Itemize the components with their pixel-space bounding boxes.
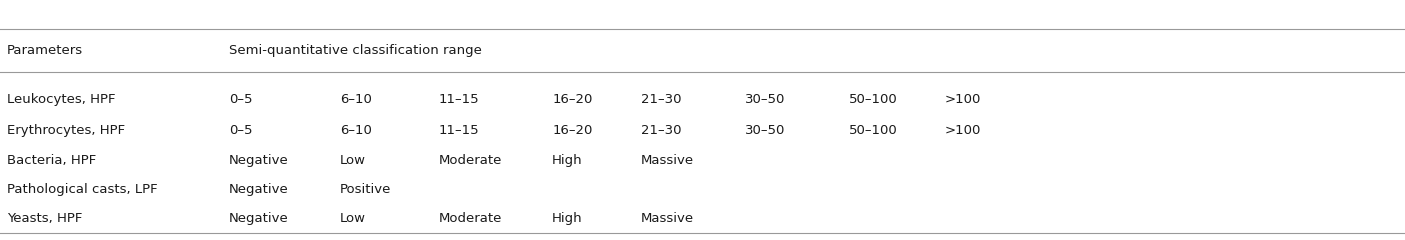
Text: High: High xyxy=(552,212,583,225)
Text: >100: >100 xyxy=(944,124,981,137)
Text: Low: Low xyxy=(340,212,367,225)
Text: Massive: Massive xyxy=(641,212,694,225)
Text: 6–10: 6–10 xyxy=(340,93,372,106)
Text: Moderate: Moderate xyxy=(438,154,502,167)
Text: Leukocytes, HPF: Leukocytes, HPF xyxy=(7,93,115,106)
Text: High: High xyxy=(552,154,583,167)
Text: 50–100: 50–100 xyxy=(849,93,898,106)
Text: Bacteria, HPF: Bacteria, HPF xyxy=(7,154,97,167)
Text: Erythrocytes, HPF: Erythrocytes, HPF xyxy=(7,124,125,137)
Text: >100: >100 xyxy=(944,93,981,106)
Text: Massive: Massive xyxy=(641,154,694,167)
Text: Pathological casts, LPF: Pathological casts, LPF xyxy=(7,183,157,196)
Text: Semi-quantitative classification range: Semi-quantitative classification range xyxy=(229,44,482,57)
Text: Moderate: Moderate xyxy=(438,212,502,225)
Text: 11–15: 11–15 xyxy=(438,93,479,106)
Text: 50–100: 50–100 xyxy=(849,124,898,137)
Text: Negative: Negative xyxy=(229,183,289,196)
Text: 30–50: 30–50 xyxy=(745,93,785,106)
Text: 6–10: 6–10 xyxy=(340,124,372,137)
Text: 16–20: 16–20 xyxy=(552,93,593,106)
Text: 30–50: 30–50 xyxy=(745,124,785,137)
Text: Positive: Positive xyxy=(340,183,392,196)
Text: 21–30: 21–30 xyxy=(641,124,681,137)
Text: 0–5: 0–5 xyxy=(229,93,253,106)
Text: Negative: Negative xyxy=(229,212,289,225)
Text: Yeasts, HPF: Yeasts, HPF xyxy=(7,212,83,225)
Text: 21–30: 21–30 xyxy=(641,93,681,106)
Text: 11–15: 11–15 xyxy=(438,124,479,137)
Text: Low: Low xyxy=(340,154,367,167)
Text: Negative: Negative xyxy=(229,154,289,167)
Text: 16–20: 16–20 xyxy=(552,124,593,137)
Text: Parameters: Parameters xyxy=(7,44,83,57)
Text: 0–5: 0–5 xyxy=(229,124,253,137)
